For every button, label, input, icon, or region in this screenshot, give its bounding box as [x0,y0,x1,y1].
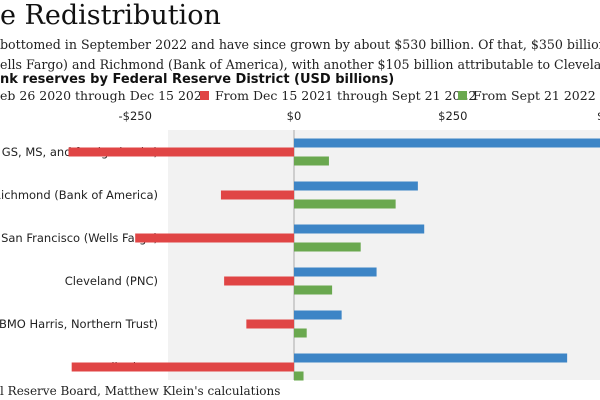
bar-series-2 [68,147,294,157]
bar-series-1 [294,138,600,148]
x-tick-label: $0 [287,109,302,123]
category-label: ly, BMO Harris, Northern Trust) [0,317,158,331]
category-label: Richmond (Bank of America) [0,188,158,202]
legend-swatch-3 [458,91,467,100]
legend-item-2: From Dec 15 2021 through Sept 21 2022 [200,88,476,103]
bar-series-1 [294,224,425,234]
bar-series-2 [220,190,294,200]
bar-series-3 [294,242,361,252]
legend-swatch-2 [200,91,209,100]
category-label: Cleveland (PNC) [65,274,158,288]
legend-label-2: From Dec 15 2021 through Sept 21 2022 [215,88,477,103]
bar-series-2 [135,233,294,243]
bar-series-3 [294,328,307,338]
bar-series-1 [294,353,568,363]
bar-series-3 [294,156,329,166]
legend-item-1: eb 26 2020 through Dec 15 2021 [0,88,210,103]
x-tick-label: $500 [597,109,600,123]
bar-series-3 [294,371,304,381]
bar-series-1 [294,267,377,277]
chart-subtitle: bottomed in September 2022 and have sinc… [0,35,600,75]
chart-subtitle-line1: bottomed in September 2022 and have sinc… [0,37,600,52]
category-label: San Francisco (Wells Fargo) [1,231,158,245]
bar-series-1 [294,310,342,320]
legend-item-3: From Sept 21 2022 to J [458,88,600,103]
chart-caption: nk reserves by Federal Reserve District … [0,72,395,87]
bar-series-1 [294,181,418,191]
x-tick-label: -$250 [118,109,151,123]
bar-series-3 [294,285,333,295]
plot-area [168,130,600,380]
source-note: l Reserve Board, Matthew Klein's calcula… [0,384,281,398]
legend-label-3: From Sept 21 2022 to J [473,88,600,103]
x-tick-label: $250 [438,109,467,123]
bar-series-2 [71,362,295,372]
chart-title-heading: e Redistribution [0,0,221,31]
legend-label-1: eb 26 2020 through Dec 15 2021 [0,88,210,103]
bar-series-2 [246,319,294,329]
bar-series-2 [224,276,294,286]
chart-subtitle-line2: ells Fargo) and Richmond (Bank of Americ… [0,57,600,72]
bar-series-3 [294,199,396,209]
